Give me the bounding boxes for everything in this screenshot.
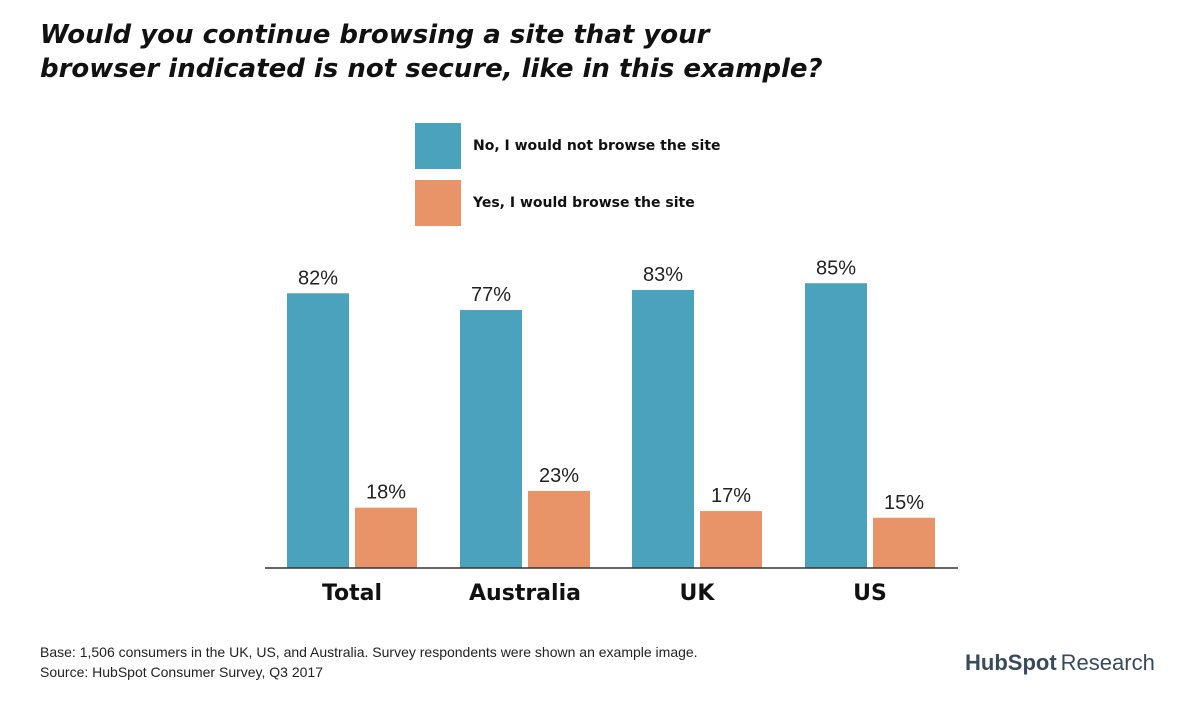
footnote: Base: 1,506 consumers in the UK, US, and… [40, 642, 698, 682]
footnote-base: Base: 1,506 consumers in the UK, US, and… [40, 644, 698, 660]
legend-item-yes: Yes, I would browse the site [415, 179, 721, 226]
legend-swatch-yes [415, 179, 461, 226]
data-label-no-australia: 77% [471, 284, 511, 306]
data-label-yes-australia: 23% [539, 465, 579, 487]
category-label-total: Total [322, 581, 382, 606]
legend-label-no: No, I would not browse the site [473, 137, 721, 154]
data-label-no-us: 85% [816, 257, 856, 279]
brand-suffix: Research [1060, 650, 1155, 675]
category-label-australia: Australia [469, 581, 581, 606]
bar-yes-total [355, 507, 417, 568]
data-label-yes-us: 15% [884, 492, 924, 514]
footnote-source: Source: HubSpot Consumer Survey, Q3 2017 [40, 664, 324, 680]
bar-no-total [287, 293, 349, 568]
bar-no-uk [632, 289, 694, 568]
bar-no-us [805, 283, 867, 568]
category-label-us: US [853, 581, 887, 606]
bar-yes-australia [528, 490, 590, 568]
data-label-no-total: 82% [298, 267, 338, 289]
brand-name: HubSpot [965, 650, 1057, 675]
legend-label-yes: Yes, I would browse the site [473, 194, 695, 211]
title-line-1: Would you continue browsing a site that … [40, 20, 710, 50]
bar-yes-uk [700, 511, 762, 568]
bar-no-australia [460, 310, 522, 568]
data-label-yes-uk: 17% [711, 485, 751, 507]
legend-item-no: No, I would not browse the site [415, 122, 721, 169]
legend-swatch-no [415, 122, 461, 169]
chart-title: Would you continue browsing a site that … [40, 18, 940, 86]
data-label-yes-total: 18% [366, 482, 406, 504]
bar-chart: 82% 18% Total 77% 23% Australia 83% 17% UK 85% 15%… [265, 257, 958, 606]
data-label-no-uk: 83% [643, 264, 683, 286]
title-line-2: browser indicated is not secure, like in… [40, 54, 823, 84]
brand-logo: HubSpot Research [965, 650, 1155, 676]
legend: No, I would not browse the site Yes, I w… [415, 122, 721, 236]
category-label-uk: UK [680, 581, 716, 606]
bar-yes-us [873, 517, 935, 568]
